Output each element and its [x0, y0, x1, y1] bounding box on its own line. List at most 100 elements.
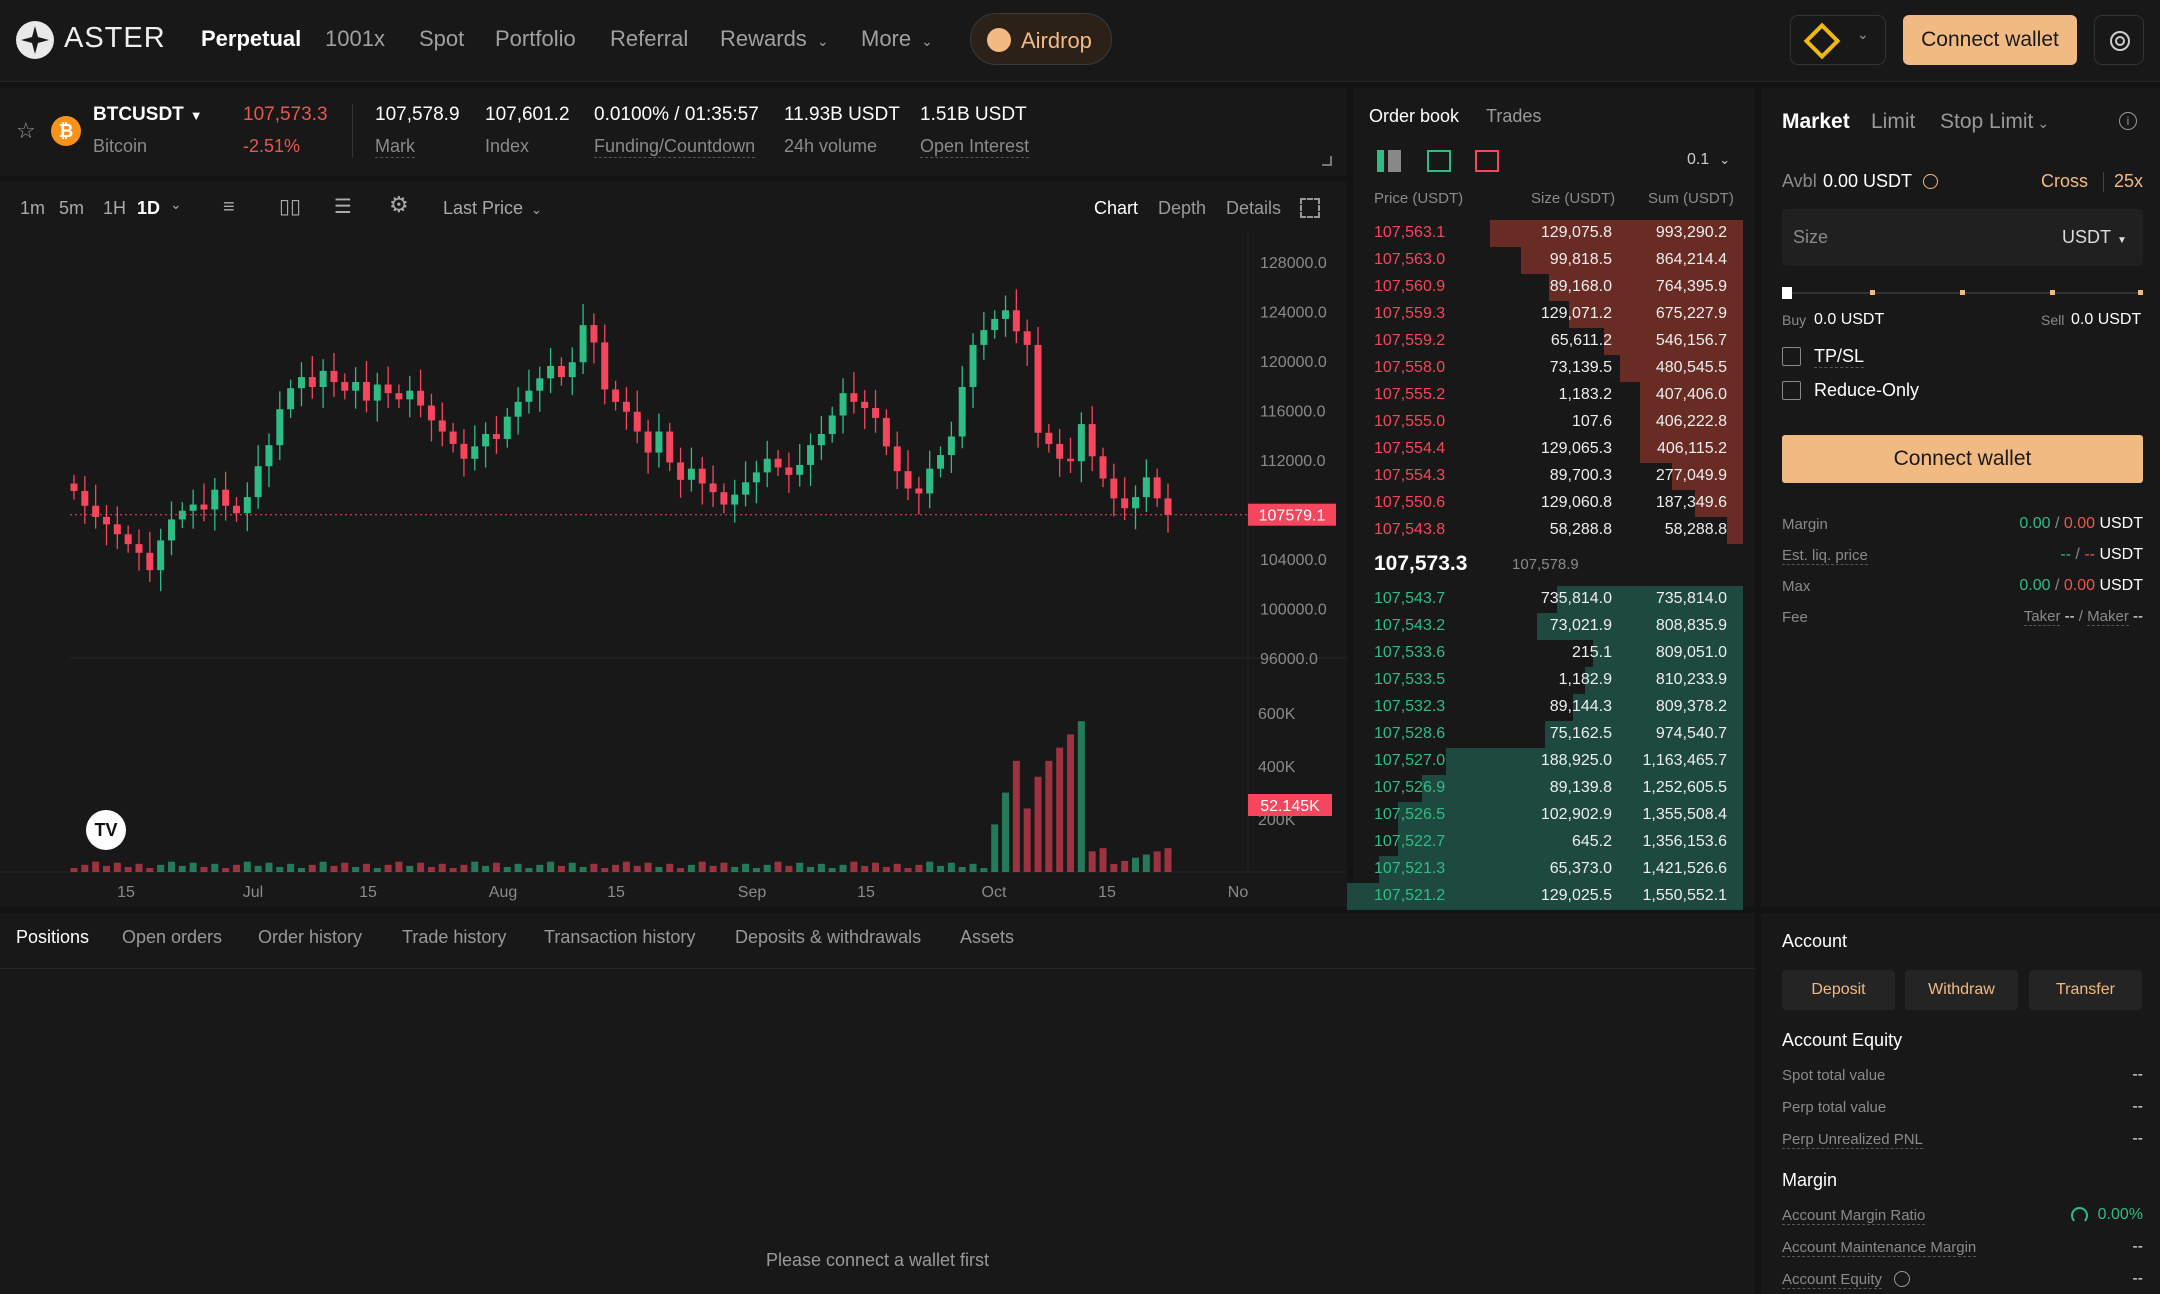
bid-row[interactable]: 107,521.3 65,373.0 1,421,526.6	[1353, 856, 1749, 883]
bid-row[interactable]: 107,532.3 89,144.3 809,378.2	[1353, 694, 1749, 721]
bid-row[interactable]: 107,533.5 1,182.9 810,233.9	[1353, 667, 1749, 694]
transfer-button[interactable]: Transfer	[2029, 970, 2142, 1010]
tab-assets[interactable]: Assets	[960, 927, 1015, 947]
connect-wallet-button[interactable]: Connect wallet	[1903, 15, 2077, 65]
tab-trade-history[interactable]: Trade history	[402, 927, 507, 947]
reduce-only-label[interactable]: Reduce-Only	[1814, 380, 1920, 400]
volume-bar	[817, 863, 825, 872]
mid-price[interactable]: 107,573.3	[1374, 552, 1468, 575]
margin-mode-button[interactable]: Cross	[2041, 171, 2089, 191]
view-details[interactable]: Details	[1226, 198, 1282, 218]
favorite-star-icon[interactable]: ☆	[16, 118, 36, 143]
bid-row[interactable]: 107,543.2 73,021.9 808,835.9	[1353, 613, 1749, 640]
airdrop-button[interactable]: Airdrop	[970, 13, 1112, 65]
deposit-button[interactable]: Deposit	[1782, 970, 1895, 1010]
candlestick-chart[interactable]: 128000.0 124000.0 120000.0 116000.0 112000.0…	[0, 232, 1347, 907]
indicators-icon[interactable]: ≡	[223, 196, 235, 218]
max-buy: 0.00	[2019, 577, 2051, 594]
bid-row[interactable]: 107,528.6 75,162.5 974,540.7	[1353, 721, 1749, 748]
ask-row[interactable]: 107,558.0 73,139.5 480,545.5	[1353, 355, 1749, 382]
candle-type-icon[interactable]: ▯▯	[279, 196, 302, 218]
tpsl-checkbox[interactable]	[1782, 347, 1801, 366]
tab-open-orders[interactable]: Open orders	[122, 927, 223, 947]
ask-row[interactable]: 107,543.8 58,288.8 58,288.8	[1353, 517, 1749, 544]
book-both-icon[interactable]	[1377, 150, 1401, 172]
ask-row[interactable]: 107,563.1 129,075.8 993,290.2	[1353, 220, 1749, 247]
tab-order-book[interactable]: Order book	[1369, 106, 1460, 126]
volume-bar	[1012, 760, 1020, 872]
slider-handle[interactable]	[1782, 287, 1792, 299]
book-asks-icon[interactable]	[1475, 150, 1499, 172]
info-icon[interactable]	[1894, 1271, 1910, 1287]
ask-row[interactable]: 107,559.3 129,071.2 675,227.9	[1353, 301, 1749, 328]
tab-stop-limit[interactable]: Stop Limit ⌄	[1940, 110, 2049, 134]
leverage-button[interactable]: 25x	[2114, 171, 2144, 191]
symbol-selector[interactable]: BTCUSDT ▼	[93, 104, 203, 126]
nav-portfolio[interactable]: Portfolio	[495, 26, 576, 51]
bid-row[interactable]: 107,522.7 645.2 1,356,153.6	[1353, 829, 1749, 856]
tab-market[interactable]: Market	[1782, 110, 1850, 133]
book-bids-icon[interactable]	[1427, 150, 1451, 172]
nav-perpetual[interactable]: Perpetual	[201, 26, 302, 51]
bid-row[interactable]: 107,527.0 188,925.0 1,163,465.7	[1353, 748, 1749, 775]
settings-button[interactable]	[2094, 15, 2144, 65]
network-selector[interactable]: ⌄	[1790, 15, 1886, 65]
chart-settings-icon[interactable]: ⚙	[389, 192, 409, 217]
bid-row[interactable]: 107,533.6 215.1 809,051.0	[1353, 640, 1749, 667]
chevron-down-icon[interactable]: ⌄	[170, 196, 182, 212]
connect-wallet-order-button[interactable]: Connect wallet	[1782, 435, 2143, 483]
brand-name[interactable]: ASTER	[64, 22, 166, 54]
candle-body	[763, 458, 771, 473]
tab-order-history[interactable]: Order history	[258, 927, 363, 947]
volume-bar	[1132, 857, 1140, 872]
precision-selector[interactable]: 0.1 ⌄	[1687, 151, 1730, 169]
nav-1001x[interactable]: 1001x	[325, 26, 385, 51]
interval-5m[interactable]: 5m	[59, 198, 85, 218]
reduce-only-checkbox[interactable]	[1782, 381, 1801, 400]
bid-row[interactable]: 107,526.9 89,139.8 1,252,605.5	[1353, 775, 1749, 802]
size-input[interactable]: Size USDT ▼	[1782, 209, 2143, 266]
size-slider[interactable]	[1782, 287, 2143, 299]
interval-1h[interactable]: 1H	[103, 198, 127, 218]
fullscreen-icon[interactable]	[1300, 198, 1320, 218]
tpsl-label[interactable]: TP/SL	[1814, 346, 1865, 368]
interval-1d[interactable]: 1D	[137, 198, 161, 218]
aster-logo-icon[interactable]	[16, 21, 54, 59]
tab-deposits-withdrawals[interactable]: Deposits & withdrawals	[735, 927, 922, 947]
ask-row[interactable]: 107,559.2 65,611.2 546,156.7	[1353, 328, 1749, 355]
ask-row[interactable]: 107,550.6 129,060.8 187,349.6	[1353, 490, 1749, 517]
ask-row[interactable]: 107,563.0 99,818.5 864,214.4	[1353, 247, 1749, 274]
nav-more[interactable]: More ⌄	[861, 26, 933, 52]
more-label: More	[861, 26, 912, 51]
view-depth[interactable]: Depth	[1158, 198, 1207, 218]
volume-bar	[308, 864, 316, 872]
nav-rewards[interactable]: Rewards ⌄	[720, 26, 829, 52]
bid-row[interactable]: 107,526.5 102,902.9 1,355,508.4	[1353, 802, 1749, 829]
info-icon[interactable]: i	[2119, 112, 2137, 130]
nav-referral[interactable]: Referral	[610, 26, 689, 51]
price-type-selector[interactable]: Last Price ⌄	[443, 198, 542, 219]
interval-1m[interactable]: 1m	[20, 198, 46, 218]
tab-positions[interactable]: Positions	[16, 927, 90, 947]
templates-icon[interactable]: ☰	[334, 196, 352, 218]
withdraw-button[interactable]: Withdraw	[1905, 970, 2018, 1010]
view-chart[interactable]: Chart	[1094, 198, 1139, 218]
volume-bar	[1121, 860, 1129, 872]
bid-row[interactable]: 107,521.2 129,025.5 1,550,552.1	[1347, 883, 1749, 910]
tab-limit[interactable]: Limit	[1871, 110, 1916, 133]
ask-row[interactable]: 107,554.4 129,065.3 406,115.2	[1353, 436, 1749, 463]
ask-row[interactable]: 107,555.2 1,183.2 407,406.0	[1353, 382, 1749, 409]
tab-transaction-history[interactable]: Transaction history	[544, 927, 696, 947]
tab-trades[interactable]: Trades	[1486, 106, 1542, 126]
add-funds-icon[interactable]	[1923, 174, 1938, 189]
ask-row[interactable]: 107,554.3 89,700.3 277,049.9	[1353, 463, 1749, 490]
precision-value: 0.1	[1687, 151, 1710, 168]
resize-corner-icon[interactable]	[1322, 156, 1332, 166]
asset-name: Bitcoin	[93, 136, 148, 156]
ask-row[interactable]: 107,555.0 107.6 406,222.8	[1353, 409, 1749, 436]
tradingview-logo-icon[interactable]: TV	[86, 810, 126, 850]
nav-spot[interactable]: Spot	[419, 26, 465, 51]
unit-selector[interactable]: USDT ▼	[2062, 227, 2127, 248]
ask-row[interactable]: 107,560.9 89,168.0 764,395.9	[1353, 274, 1749, 301]
bid-row[interactable]: 107,543.7 735,814.0 735,814.0	[1353, 586, 1749, 613]
